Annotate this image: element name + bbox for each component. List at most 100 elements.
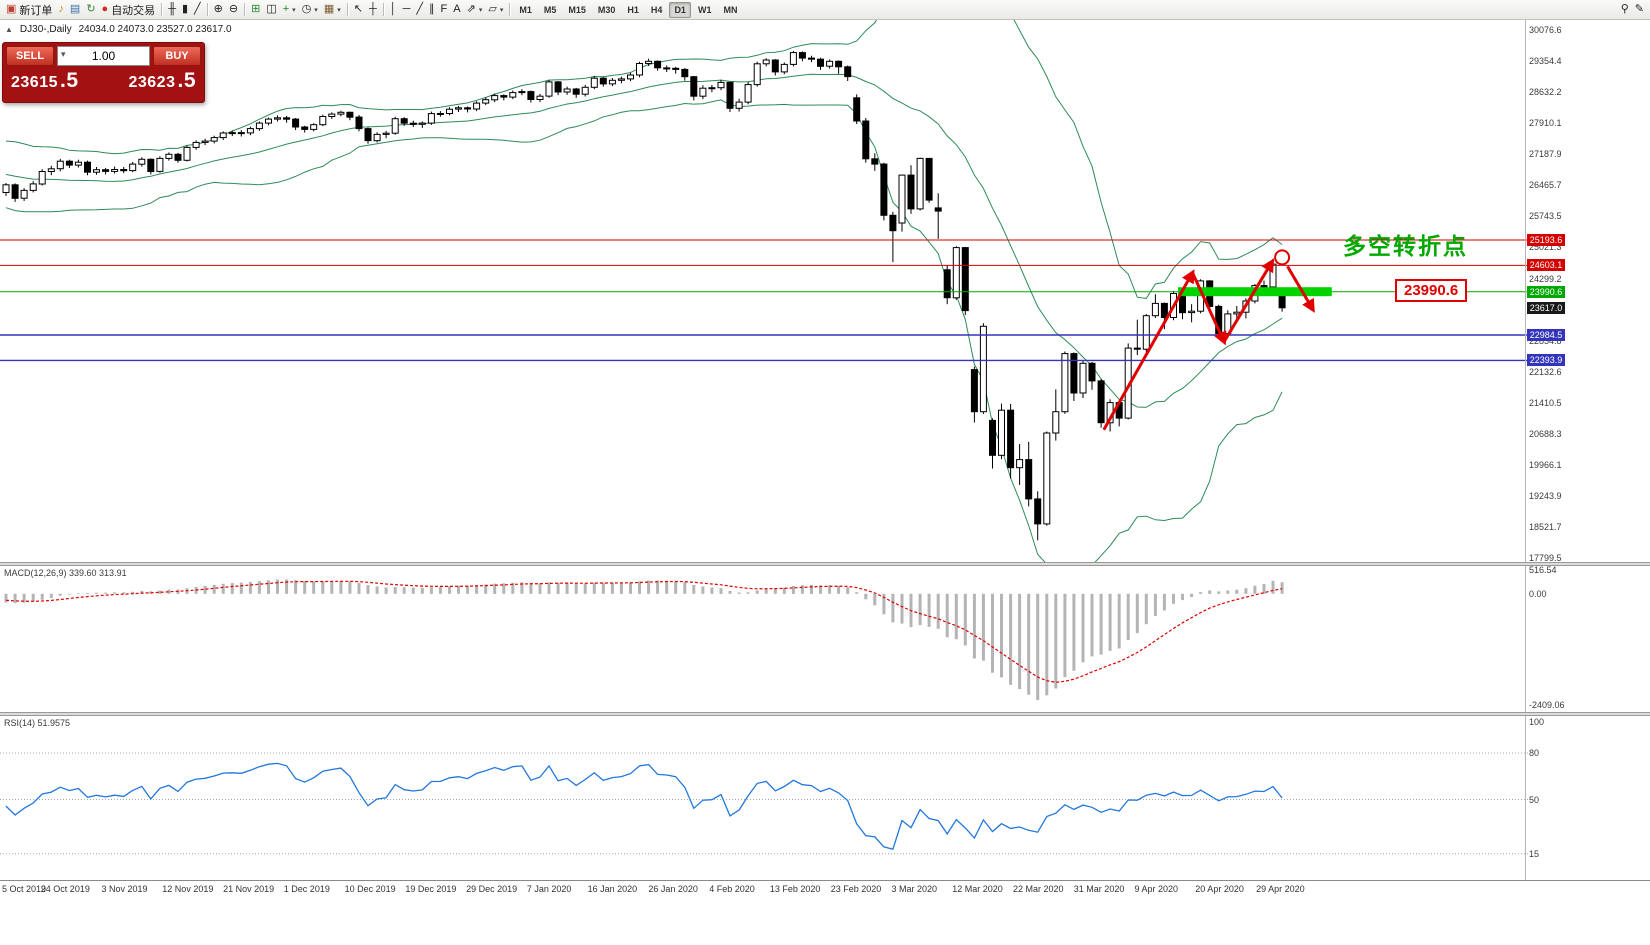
toolbar-separator <box>346 3 348 16</box>
price-axis-label: 17799.5 <box>1529 553 1562 563</box>
rsi-canvas[interactable] <box>0 716 1530 880</box>
macd-axis-label: -2409.06 <box>1529 700 1565 710</box>
time-axis-label: 3 Nov 2019 <box>101 884 148 894</box>
price-tag: 23617.0 <box>1527 301 1565 314</box>
period-selector-button[interactable]: ◷ ▾ <box>299 1 321 18</box>
add-indicator-button[interactable]: + ▾ <box>280 1 299 18</box>
timeframe-w1[interactable]: W1 <box>697 4 712 15</box>
equidistant-channel-icon[interactable]: ∥ <box>426 1 438 18</box>
price-tag: 23990.6 <box>1527 285 1565 298</box>
dropdown-caret-icon: ▾ <box>314 6 318 14</box>
rsi-line <box>5 762 1283 850</box>
macd-canvas[interactable] <box>0 566 1530 712</box>
price-axis-label: 30076.6 <box>1529 25 1562 35</box>
one-click-collapse-toggle[interactable]: ▲ <box>5 25 13 34</box>
template-button[interactable]: ▦ ▾ <box>321 1 344 18</box>
trend-arrow[interactable] <box>1102 269 1195 431</box>
search-icon[interactable]: ⚲ <box>1618 1 1632 18</box>
price-axis-label: 25021.3 <box>1529 242 1562 253</box>
volume-input[interactable]: ▾ 1.00 <box>57 46 150 66</box>
new-order-button[interactable]: ▣ 新订单 <box>3 1 55 18</box>
new-order-button-label: 新订单 <box>19 4 53 17</box>
timeframe-m30[interactable]: M30 <box>597 4 616 15</box>
text-tool-icon[interactable]: A <box>450 1 463 18</box>
timeframe-m15[interactable]: M15 <box>568 4 586 15</box>
refresh-icon[interactable]: ↻ <box>83 1 98 18</box>
rsi-axis-label: 50 <box>1529 794 1540 805</box>
toolbar-separator <box>206 3 208 16</box>
price-axis-label: 29354.4 <box>1529 56 1562 67</box>
timeframe-d1[interactable]: D1 <box>669 1 691 18</box>
cursor-icon[interactable]: ↖ <box>351 1 366 18</box>
time-axis-label: 20 Apr 2020 <box>1195 884 1244 894</box>
tile-windows-icon: ◫ <box>266 3 277 15</box>
timeframe-m5[interactable]: M5 <box>543 4 557 15</box>
auto-trading-button-label: 自动交易 <box>111 4 156 17</box>
shapes-tool-icon[interactable]: ▱ ▾ <box>485 1 506 18</box>
time-axis-label: 7 Jan 2020 <box>526 884 572 894</box>
profiles-icon: ▤ <box>69 3 81 15</box>
toolbar: ▣ 新订单 ♪ ▤ ↻ ● 自动交易 ╫ ▮ ╱ ⊕ ⊖ ⊞ ◫ + ▾ ◷ ▾ ▦ ▾ ↖ ┼ │ ─ ╱ ∥ F A ⇗ ▾ ▱ ▾ M1 M… <box>0 0 1650 20</box>
timeframe-mn[interactable]: MN <box>723 4 738 15</box>
crosshair-icon[interactable]: ┼ <box>366 1 380 18</box>
turning-point-annotation[interactable]: 多空转折点 <box>1343 233 1468 259</box>
trendline-icon[interactable]: ╱ <box>413 1 426 18</box>
candlestick-chart-icon[interactable]: ▮ <box>179 1 191 18</box>
indicators-icon[interactable]: ⊞ <box>248 1 263 18</box>
time-axis-label: 1 Dec 2019 <box>283 884 330 894</box>
tile-windows-icon[interactable]: ◫ <box>263 1 279 18</box>
time-axis-label: 12 Mar 2020 <box>952 884 1003 894</box>
timeframe-h4[interactable]: H4 <box>650 4 663 15</box>
text-tool-icon: A <box>453 3 461 15</box>
rsi-axis-label: 15 <box>1529 848 1540 859</box>
timeframe-h1[interactable]: H1 <box>627 4 639 15</box>
search-icon: ⚲ <box>1620 3 1629 15</box>
bollinger-bands <box>5 20 1283 562</box>
edit-icon[interactable]: ✎ <box>1632 1 1647 18</box>
horizontal-line-icon[interactable]: ─ <box>400 1 414 18</box>
indicators-icon: ⊞ <box>251 3 261 15</box>
trend-arrow[interactable] <box>1286 265 1315 313</box>
toolbar-right-icons: ⚲ ✎ <box>1618 1 1647 18</box>
time-axis-label: 31 Mar 2020 <box>1073 884 1125 894</box>
bar-chart-icon: ╫ <box>168 3 176 15</box>
volume-dropdown-caret-icon[interactable]: ▾ <box>61 49 66 59</box>
auto-trading-button[interactable]: ● 自动交易 <box>99 1 159 18</box>
peak-circle[interactable] <box>1274 249 1291 266</box>
line-chart-icon[interactable]: ╱ <box>191 1 204 18</box>
macd-axis-label: 516.54 <box>1529 565 1557 575</box>
price-axis-label: 25743.5 <box>1529 211 1562 222</box>
trend-arrow[interactable] <box>1222 258 1275 343</box>
bar-chart-icon[interactable]: ╫ <box>165 1 179 18</box>
chart-macd-splitter[interactable] <box>0 562 1650 566</box>
vertical-line-icon[interactable]: │ <box>387 1 400 18</box>
fibonacci-icon[interactable]: F <box>438 1 451 18</box>
zoom-out-icon[interactable]: ⊖ <box>226 1 241 18</box>
chart-ohlc-readout: 24034.0 24073.0 23527.0 23617.0 <box>78 24 232 35</box>
add-indicator-icon: + <box>282 3 290 15</box>
arrows-tool-icon[interactable]: ⇗ ▾ <box>464 1 486 18</box>
time-axis-label: 24 Oct 2019 <box>40 884 90 894</box>
trend-arrow[interactable] <box>1191 272 1227 346</box>
price-chart-canvas[interactable] <box>0 20 1530 562</box>
alerts-icon[interactable]: ♪ <box>55 1 67 18</box>
chart-symbol-period: DJ30-,Daily <box>19 24 72 35</box>
shapes-tool-icon: ▱ <box>488 3 497 15</box>
price-tag: 24603.1 <box>1527 259 1565 272</box>
macd-rsi-splitter[interactable] <box>0 712 1650 716</box>
zoom-in-icon[interactable]: ⊕ <box>211 1 226 18</box>
buy-button[interactable]: BUY <box>153 46 201 66</box>
profiles-icon[interactable]: ▤ <box>67 1 83 18</box>
candles <box>2 50 1286 541</box>
price-axis-label: 27187.9 <box>1529 149 1562 160</box>
toolbar-separator <box>161 3 163 16</box>
template-icon: ▦ <box>323 3 335 15</box>
price-axis-border <box>1525 20 1526 880</box>
price-axis-label: 20688.3 <box>1529 428 1562 439</box>
sell-button[interactable]: SELL <box>6 46 54 66</box>
fibonacci-icon: F <box>440 3 448 15</box>
level-price-label[interactable]: 23990.6 <box>1395 279 1468 302</box>
vertical-line-icon: │ <box>389 3 397 15</box>
timeframe-m1[interactable]: M1 <box>519 4 532 15</box>
time-axis[interactable]: 5 Oct 2019 24 Oct 2019 3 Nov 2019 12 Nov 20… <box>0 880 1650 899</box>
